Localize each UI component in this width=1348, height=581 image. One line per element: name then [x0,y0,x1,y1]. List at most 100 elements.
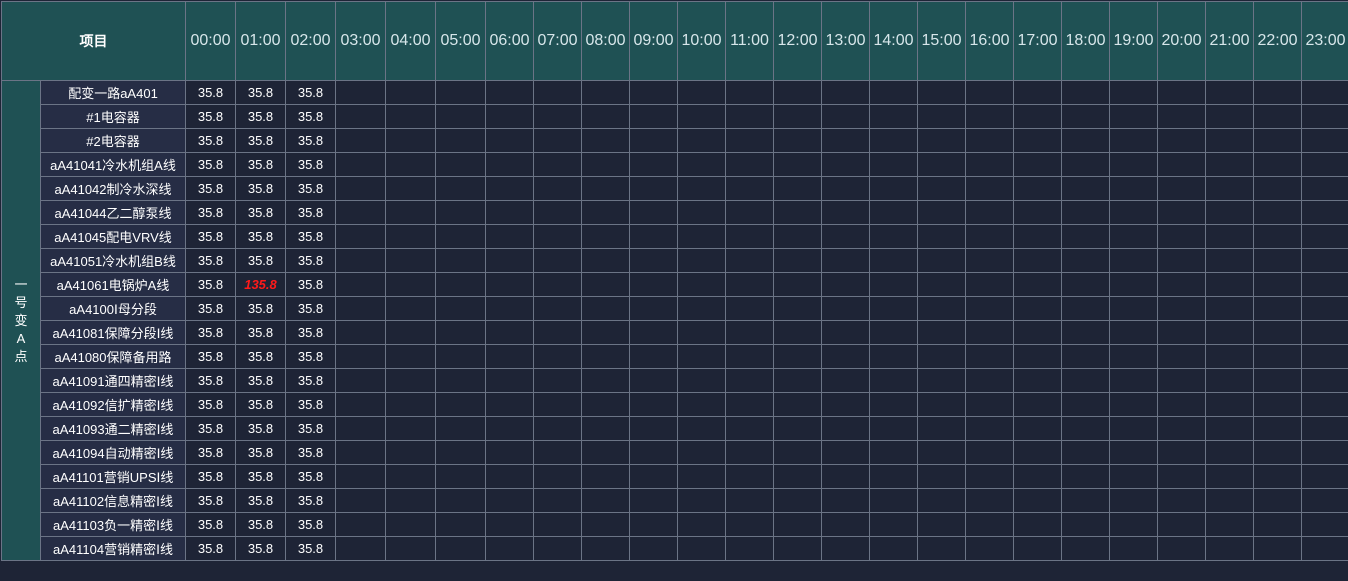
value-cell [726,153,774,177]
value-cell [1206,513,1254,537]
value-cell [774,369,822,393]
value-cell: 35.8 [186,369,236,393]
value-cell [822,345,870,369]
group-label-text: 一号变A点 [14,276,28,366]
value-cell: 35.8 [186,129,236,153]
value-cell: 35.8 [236,465,286,489]
value-cell [822,465,870,489]
value-cell [1254,369,1302,393]
value-cell [774,297,822,321]
value-cell: 35.8 [286,345,336,369]
value-cell [436,105,486,129]
value-cell: 35.8 [286,465,336,489]
value-cell [630,249,678,273]
value-cell [822,441,870,465]
value-cell [386,297,436,321]
hour-header: 23:00 [1302,2,1348,81]
value-cell [726,225,774,249]
value-cell [582,297,630,321]
value-cell [1206,369,1254,393]
value-cell: 35.8 [186,441,236,465]
value-cell [678,369,726,393]
value-cell [966,297,1014,321]
value-cell [630,297,678,321]
value-cell [1206,297,1254,321]
value-cell: 35.8 [186,321,236,345]
value-cell [822,417,870,441]
value-cell [1254,153,1302,177]
value-cell [534,201,582,225]
hour-header: 11:00 [726,2,774,81]
value-cell [1110,153,1158,177]
value-cell [1206,489,1254,513]
value-cell [1158,249,1206,273]
value-cell [678,177,726,201]
value-cell [678,441,726,465]
value-cell [774,441,822,465]
value-cell [1014,177,1062,201]
value-cell [870,153,918,177]
value-cell [918,105,966,129]
value-cell [386,441,436,465]
value-cell [582,513,630,537]
value-cell [1110,201,1158,225]
value-cell: 35.8 [236,225,286,249]
value-cell [1110,321,1158,345]
value-cell [966,81,1014,105]
value-cell [386,345,436,369]
value-cell: 35.8 [186,417,236,441]
value-cell [1302,465,1348,489]
value-cell [336,369,386,393]
hour-header: 08:00 [582,2,630,81]
value-cell [436,273,486,297]
value-cell: 35.8 [286,105,336,129]
row-label: #1电容器 [41,105,186,129]
value-cell [822,201,870,225]
value-cell [678,393,726,417]
value-cell [918,297,966,321]
value-cell [918,465,966,489]
value-cell: 35.8 [236,297,286,321]
value-cell [1206,537,1254,561]
hour-header: 18:00 [1062,2,1110,81]
value-cell [534,369,582,393]
value-cell [336,153,386,177]
value-cell [436,489,486,513]
value-cell [726,369,774,393]
value-cell [1302,105,1348,129]
value-cell: 35.8 [186,177,236,201]
row-label: 配变一路aA401 [41,81,186,105]
value-cell [678,321,726,345]
value-cell [774,537,822,561]
value-cell [436,225,486,249]
value-cell: 35.8 [286,417,336,441]
value-cell [436,297,486,321]
value-cell [1014,417,1062,441]
value-cell [1302,441,1348,465]
value-cell [678,201,726,225]
value-cell [678,513,726,537]
value-cell [726,201,774,225]
value-cell [534,393,582,417]
value-cell: 35.8 [286,153,336,177]
value-cell [774,321,822,345]
value-cell [966,513,1014,537]
value-cell [534,273,582,297]
value-cell [1158,513,1206,537]
value-cell [966,321,1014,345]
value-cell [1062,321,1110,345]
value-cell [822,369,870,393]
value-cell [1158,441,1206,465]
value-cell [336,201,386,225]
value-cell [582,537,630,561]
value-cell [678,129,726,153]
value-cell [630,489,678,513]
value-cell [966,489,1014,513]
value-cell [1062,177,1110,201]
value-cell [336,393,386,417]
value-cell [1302,321,1348,345]
value-cell [870,537,918,561]
value-cell [630,321,678,345]
